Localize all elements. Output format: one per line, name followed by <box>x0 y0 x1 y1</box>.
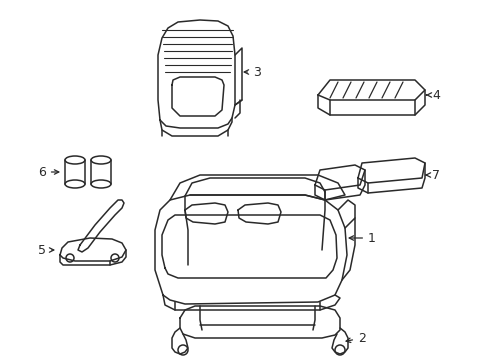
Text: 7: 7 <box>425 168 439 181</box>
Text: 1: 1 <box>348 231 375 244</box>
Text: 4: 4 <box>426 89 439 102</box>
Text: 5: 5 <box>38 243 54 257</box>
Text: 6: 6 <box>38 166 59 179</box>
Text: 3: 3 <box>244 66 260 78</box>
Text: 2: 2 <box>346 332 365 345</box>
